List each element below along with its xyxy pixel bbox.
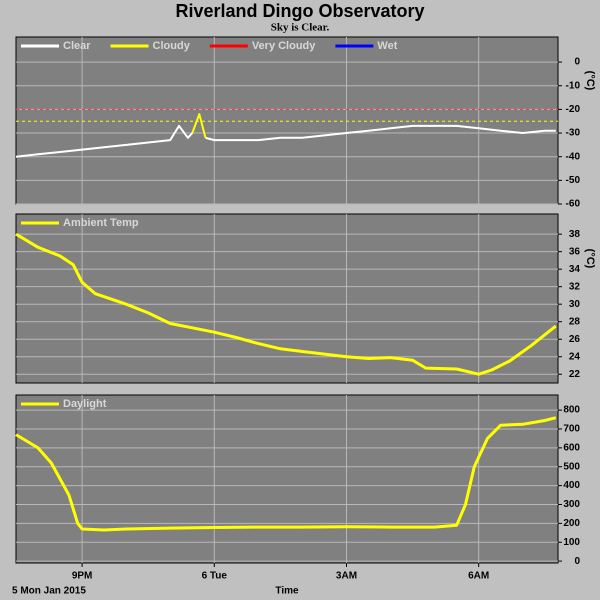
y-tick-label: 200 — [563, 518, 580, 529]
plot-area — [15, 394, 559, 564]
y-tick-label: -40 — [566, 151, 581, 162]
y-tick-label: 26 — [569, 334, 581, 345]
y-tick-label: -30 — [566, 128, 581, 139]
y-tick-label: -10 — [566, 80, 581, 91]
date-label: 5 Mon Jan 2015 — [12, 586, 86, 597]
y-tick-label: 700 — [563, 424, 580, 435]
plot-area — [15, 36, 559, 205]
y-tick-label: -60 — [566, 199, 581, 210]
x-axis-label: Time — [275, 586, 299, 597]
y-tick-label: 30 — [569, 299, 581, 310]
y-tick-label: 300 — [563, 499, 580, 510]
chart-subtitle: Sky is Clear. — [271, 22, 330, 34]
legend-label: Clear — [63, 40, 91, 52]
legend-label: Very Cloudy — [252, 40, 316, 52]
legend-label: Daylight — [63, 398, 107, 410]
x-tick-label: 3AM — [336, 571, 357, 582]
chart-title: Riverland Dingo Observatory — [175, 1, 424, 21]
y-tick-label: 22 — [569, 369, 581, 380]
y-tick-label: 28 — [569, 316, 581, 327]
y-tick-label: 100 — [563, 537, 580, 548]
y-tick-label: 0 — [574, 57, 580, 68]
x-tick-label: 9PM — [72, 571, 93, 582]
y-tick-label: 400 — [563, 480, 580, 491]
y-tick-label: 38 — [569, 229, 581, 240]
y-tick-label: 800 — [563, 405, 580, 416]
series-line — [191, 113, 207, 139]
legend-label: Cloudy — [153, 40, 191, 52]
y-tick-label: -20 — [566, 104, 581, 115]
y-tick-label: -50 — [566, 175, 581, 186]
y-axis-label: (°C) — [584, 71, 596, 91]
y-tick-label: 24 — [569, 351, 581, 362]
plot-area — [15, 213, 559, 384]
y-tick-label: 32 — [569, 281, 581, 292]
series-line — [15, 124, 556, 158]
x-tick-label: 6AM — [468, 571, 489, 582]
series-line — [15, 232, 557, 376]
legend-label: Wet — [377, 40, 397, 52]
y-axis-label: (°C) — [584, 249, 596, 269]
y-tick-label: 500 — [563, 461, 580, 472]
y-tick-label: 0 — [574, 556, 580, 567]
y-tick-label: 34 — [569, 264, 581, 275]
legend-label: Ambient Temp — [63, 217, 139, 229]
x-tick-label: 6 Tue — [202, 571, 228, 582]
y-tick-label: 600 — [563, 442, 580, 453]
series-line — [15, 416, 557, 532]
y-tick-label: 36 — [569, 246, 581, 257]
